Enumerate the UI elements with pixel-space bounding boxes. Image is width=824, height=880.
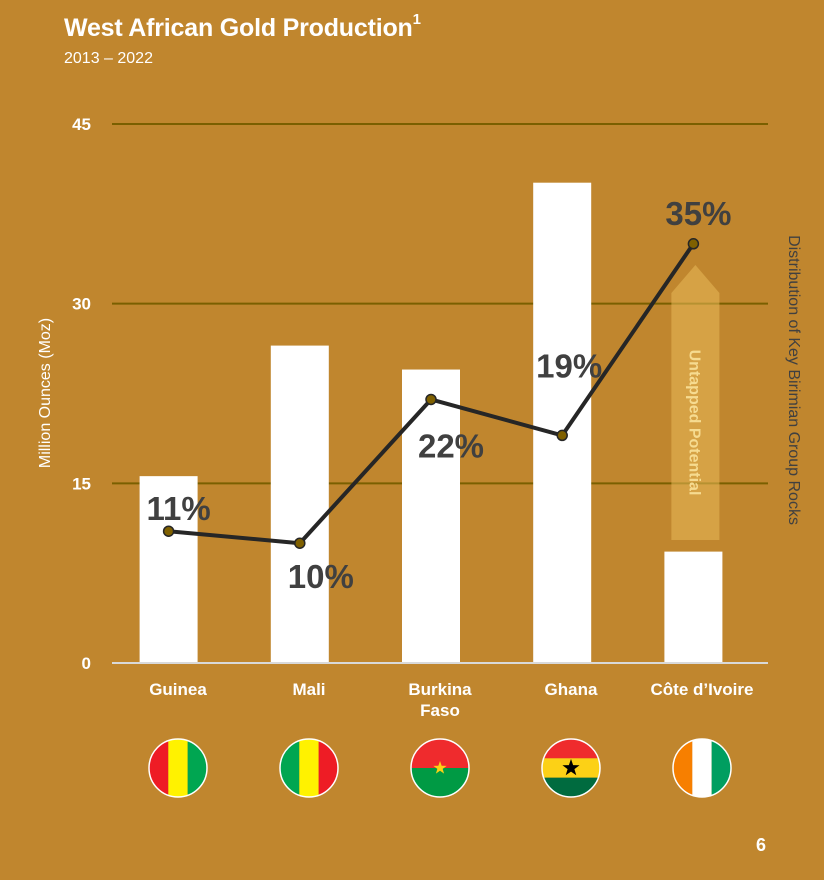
- percent-labels: 11% 10% 22% 19% 35%: [146, 195, 731, 595]
- category-label-line: Faso: [420, 701, 460, 720]
- chart-subtitle: 2013 – 2022: [64, 50, 153, 67]
- footnote-marker: 1: [412, 11, 421, 28]
- stripe: [673, 739, 693, 797]
- y2-axis-label: Distribution of Key Birimian Group Rocks: [785, 235, 802, 525]
- country-flags: [148, 738, 732, 798]
- stripe: [168, 739, 188, 797]
- category-label-line: Burkina: [408, 680, 472, 699]
- stripe: [318, 739, 338, 797]
- flag-border: [541, 738, 601, 798]
- arrow-shape: [671, 265, 720, 540]
- stripe: [149, 739, 169, 797]
- category-label-3: Ghana: [545, 680, 598, 699]
- mali-flag-icon: [280, 739, 338, 797]
- bar-1: [270, 345, 329, 662]
- chart-title-text: West African Gold Production: [64, 14, 413, 42]
- stripe: [187, 739, 207, 797]
- flag-border: [148, 738, 208, 798]
- y-tick-label-0: 0: [82, 654, 91, 673]
- percent-label-1: 10%: [288, 558, 354, 595]
- category-label-1: Mali: [292, 680, 325, 699]
- category-label-2: Burkina Faso: [408, 680, 472, 720]
- category-label-line: Mali: [292, 680, 325, 699]
- stripe: [711, 739, 731, 797]
- percent-label-4: 35%: [665, 195, 731, 232]
- percent-label-3: 19%: [536, 347, 602, 384]
- category-label-line: Côte d’Ivoire: [651, 680, 754, 699]
- line-marker-3: [556, 429, 568, 442]
- cote-divoire-flag-icon: [673, 739, 731, 797]
- bar-2: [402, 369, 460, 662]
- category-label-line: Ghana: [545, 680, 598, 699]
- flag-border: [672, 738, 732, 798]
- star-icon: [433, 761, 447, 774]
- bar-3: [533, 182, 592, 663]
- stripe: [542, 777, 600, 797]
- y-tick-label-15: 15: [72, 474, 91, 493]
- bar-4: [664, 551, 723, 662]
- distribution-line-series: [162, 238, 700, 549]
- y-axis-ticks: 0 15 30 45: [72, 115, 91, 673]
- category-label-4: Côte d’Ivoire: [651, 680, 754, 699]
- line-marker-0: [162, 525, 175, 537]
- guinea-flag-icon: [149, 739, 207, 797]
- bar-0: [139, 476, 198, 662]
- category-labels: Guinea Mali Burkina Faso Ghana Côte d’Ivoire: [149, 680, 753, 720]
- y-tick-label-30: 30: [72, 295, 91, 314]
- bars: [139, 182, 723, 663]
- stripe: [299, 739, 319, 797]
- line-marker-2: [425, 393, 437, 406]
- arrow-label: Untapped Potential: [685, 350, 702, 496]
- chart-title: West African Gold Production1: [64, 11, 421, 43]
- flag-border: [279, 738, 339, 798]
- percent-label-0: 11%: [146, 490, 210, 527]
- category-label-line: Guinea: [149, 680, 207, 699]
- flag-border: [410, 738, 470, 798]
- y-axis-label: Million Ounces (Moz): [37, 318, 54, 468]
- stripe: [542, 739, 600, 759]
- stripe: [411, 768, 469, 797]
- star-icon: [562, 759, 580, 776]
- stripe: [280, 739, 300, 797]
- untapped-potential-arrow: Untapped Potential: [671, 265, 720, 540]
- stripe: [692, 739, 712, 797]
- percent-label-2: 22%: [418, 427, 484, 464]
- line-marker-1: [294, 537, 306, 549]
- line-marker-4: [687, 238, 700, 250]
- y-tick-label-45: 45: [72, 115, 91, 134]
- category-label-0: Guinea: [149, 680, 207, 699]
- ghana-flag-icon: [542, 739, 600, 797]
- page-number: 6: [756, 835, 767, 855]
